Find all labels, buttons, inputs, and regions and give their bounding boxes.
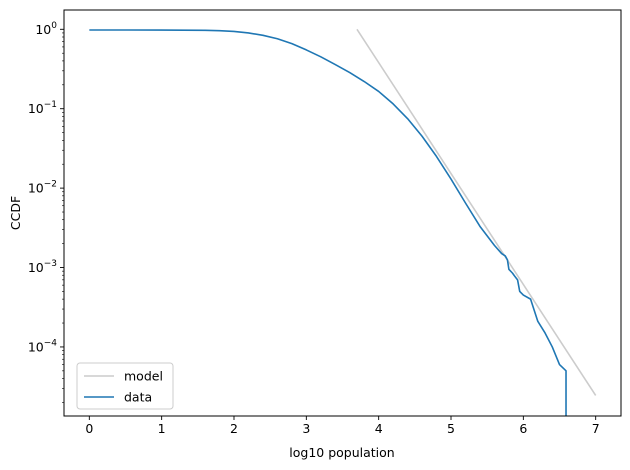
- x-tick-label: 0: [85, 421, 93, 436]
- y-tick-label: 10−3: [28, 259, 57, 275]
- y-tick-label: 10−2: [28, 180, 57, 196]
- x-axis-ticks: 0 1 2 3 4 5 6 7: [85, 416, 600, 436]
- x-tick-label: 7: [592, 421, 600, 436]
- y-axis-ticks: 100 10−1 10−2 10−3 10−4: [28, 21, 64, 403]
- x-tick-label: 5: [447, 421, 455, 436]
- y-tick-label: 10−1: [28, 100, 57, 116]
- y-tick-label: 10−4: [28, 338, 57, 354]
- y-tick-label: 100: [35, 21, 57, 37]
- legend-label-data: data: [124, 390, 152, 405]
- x-tick-label: 4: [375, 421, 383, 436]
- series-line-data: [89, 29, 567, 416]
- series-line-model: [356, 28, 597, 396]
- plot-frame: [63, 9, 622, 417]
- legend-label-model: model: [124, 369, 163, 384]
- x-tick-label: 2: [230, 421, 238, 436]
- y-axis-label: CCDF: [8, 196, 23, 230]
- x-tick-label: 6: [519, 421, 527, 436]
- x-tick-label: 3: [302, 421, 310, 436]
- series-layer: [89, 28, 597, 416]
- x-axis-label: log10 population: [289, 445, 394, 460]
- legend: model data: [76, 362, 174, 410]
- x-tick-label: 1: [158, 421, 166, 436]
